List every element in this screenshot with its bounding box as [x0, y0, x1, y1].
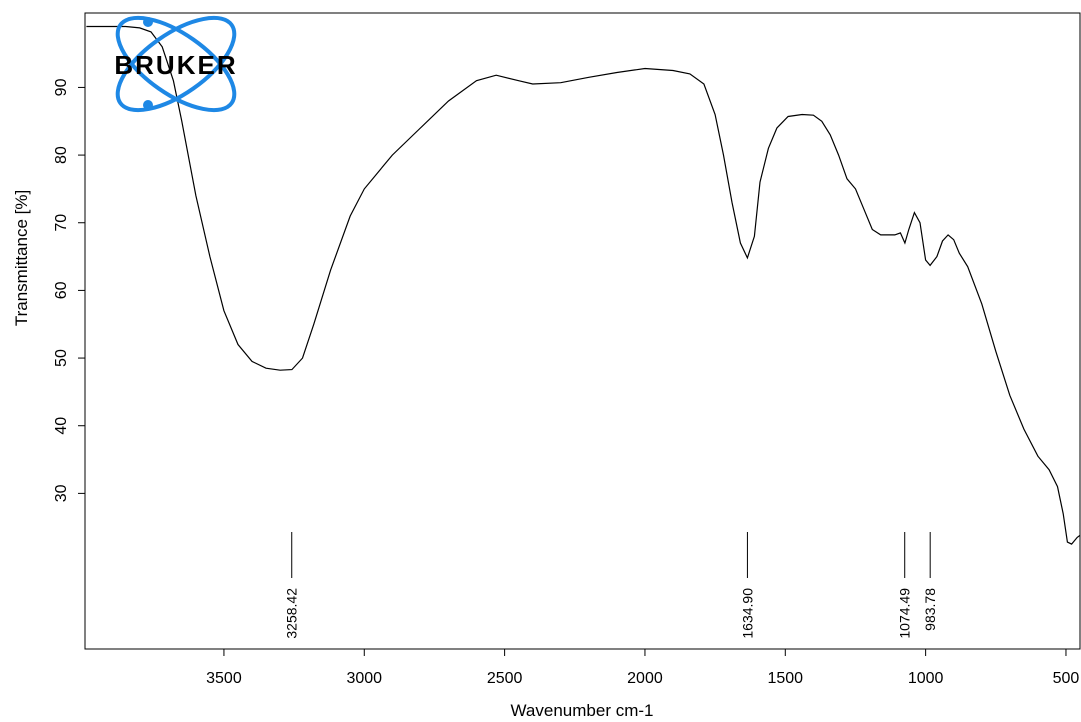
x-tick-label: 3500 [206, 670, 242, 687]
bruker-logo: BRUKER [114, 15, 237, 113]
y-axis-title: Transmittance [%] [12, 190, 31, 326]
y-tick-label: 80 [53, 146, 70, 164]
logo-orbit-2 [115, 15, 237, 113]
y-tick-label: 40 [53, 417, 70, 435]
y-tick-label: 60 [53, 281, 70, 299]
y-tick-label: 70 [53, 214, 70, 232]
plot-frame [84, 12, 1081, 650]
spectrum-group [86, 25, 1081, 545]
x-axis: 3500 3000 2500 2000 1500 1000 500 [206, 649, 1079, 687]
peak-label: 1634.90 [739, 588, 755, 639]
y-tick-label: 50 [53, 349, 70, 367]
logo-orbit-1 [115, 15, 237, 113]
logo-electron-1 [143, 17, 153, 27]
logo-electron-2 [143, 100, 153, 110]
x-axis-title: Wavenumber cm-1 [511, 701, 654, 720]
y-tick-label: 30 [53, 484, 70, 502]
x-tick-label: 3000 [346, 670, 382, 687]
peak-label: 983.78 [922, 588, 938, 631]
x-tick-label: 1000 [908, 670, 944, 687]
peak-markers: 3258.42 1634.90 1074.49 983.78 [284, 532, 938, 639]
spectrum-line [86, 25, 1081, 545]
x-tick-label: 500 [1053, 670, 1080, 687]
x-tick-label: 2000 [627, 670, 663, 687]
logo-text: BRUKER [114, 50, 237, 80]
x-tick-label: 2500 [487, 670, 523, 687]
y-tick-label: 90 [53, 78, 70, 96]
peak-label: 3258.42 [284, 588, 300, 639]
peak-label: 1074.49 [897, 588, 913, 639]
x-tick-label: 1500 [767, 670, 803, 687]
y-axis: 30 40 50 60 70 80 90 [53, 78, 85, 502]
